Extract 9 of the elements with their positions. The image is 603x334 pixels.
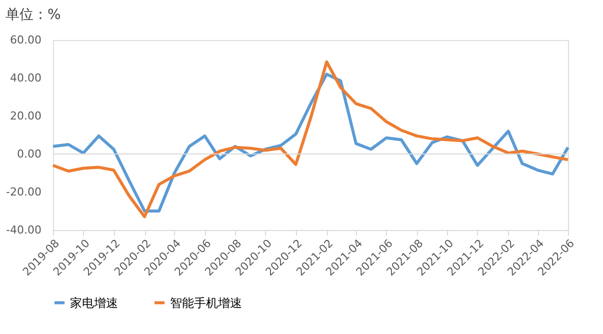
legend-label: 智能手机增速 — [170, 296, 242, 310]
y-tick-label: 20.00 — [10, 110, 42, 122]
legend-label: 家电增速 — [70, 296, 118, 310]
chart-title: 单位：% — [6, 7, 61, 23]
y-tick-label: 0.00 — [17, 148, 42, 160]
y-tick-label: 60.00 — [10, 34, 42, 46]
y-tick-label: -20.00 — [6, 186, 42, 198]
y-tick-label: -40.00 — [6, 224, 42, 236]
y-tick-label: 40.00 — [10, 72, 42, 84]
